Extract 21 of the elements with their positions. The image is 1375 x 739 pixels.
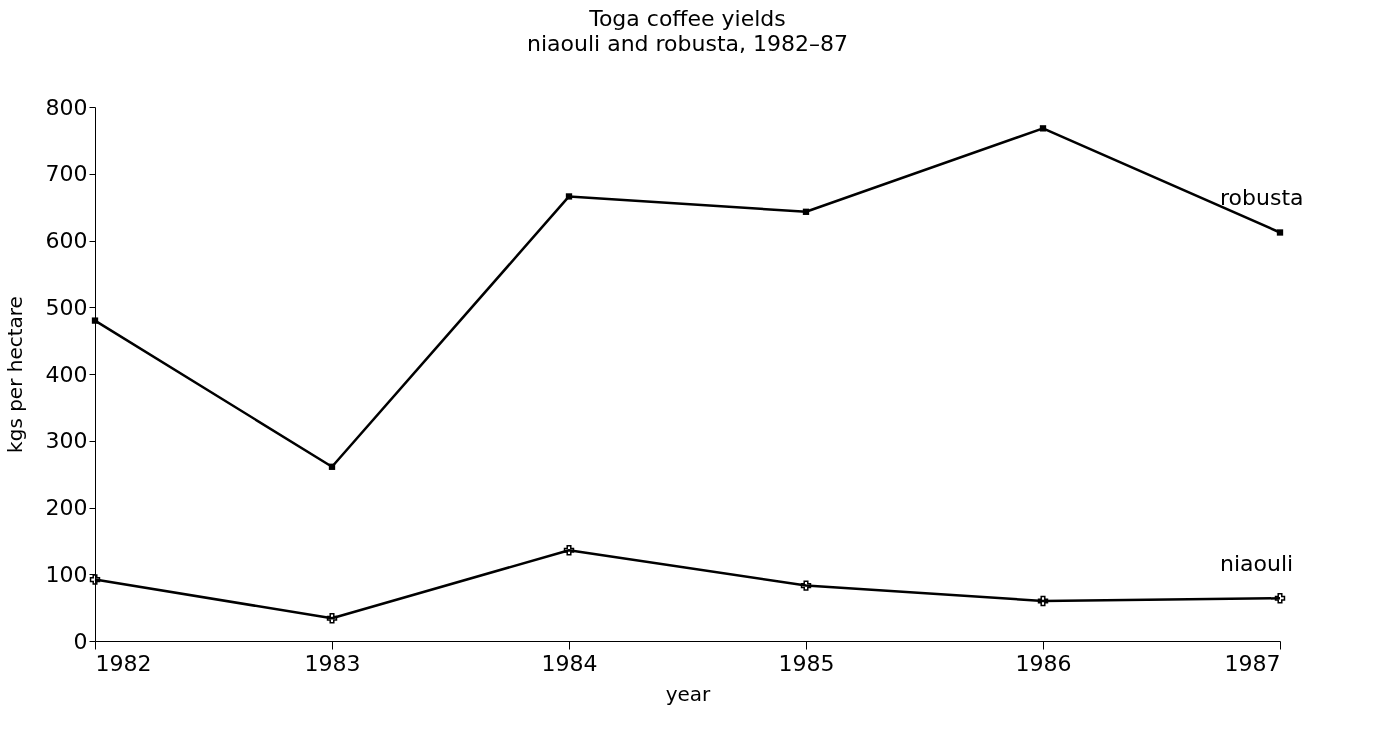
x-tick-label: 1983 [304, 650, 361, 676]
y-tick-label: 600 [45, 228, 88, 253]
x-axis-title: year [665, 681, 712, 706]
x-tick-label: 1987 [1224, 650, 1281, 676]
series-label: robusta [1220, 185, 1304, 211]
series-label: niaouli [1220, 551, 1294, 577]
x-tick-label: 1985 [778, 650, 835, 676]
y-tick-label: 100 [45, 561, 88, 587]
y-axis-title: kgs per hectare [2, 296, 27, 453]
y-tick-label: 700 [45, 161, 88, 187]
y-tick-label: 800 [45, 94, 88, 120]
chart-subtitle: niaouli and robusta, 1982–87 [526, 31, 849, 56]
y-tick-label: 300 [45, 428, 88, 454]
y-tick-label: 500 [45, 294, 88, 320]
chart-title: Toga coffee yields [588, 6, 786, 31]
y-tick-label: 400 [45, 361, 88, 387]
y-tick-label: 200 [45, 495, 88, 520]
y-tick-label: 0 [73, 628, 88, 654]
x-tick-label: 1986 [1015, 650, 1072, 676]
x-tick-label: 1982 [95, 650, 152, 676]
x-tick-label: 1984 [541, 650, 598, 676]
